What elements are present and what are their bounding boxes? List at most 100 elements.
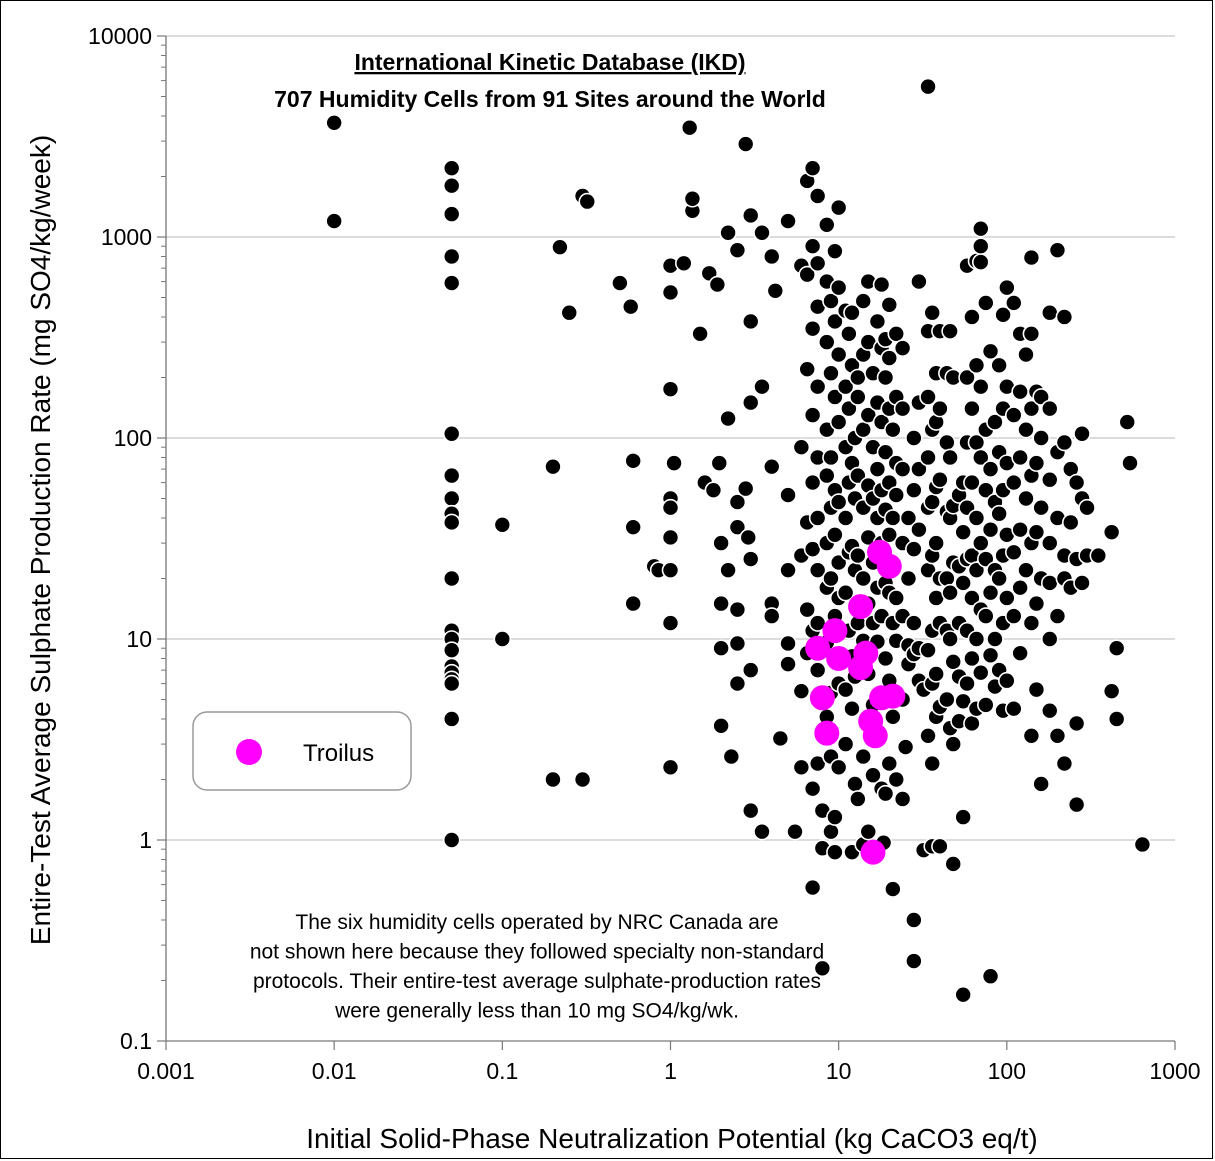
data-point [1017,345,1035,364]
legend-label-troilus: Troilus [303,740,374,767]
data-point [893,399,912,418]
data-point [728,600,747,619]
data-point [826,388,844,406]
data-point [719,561,737,579]
data-point [880,349,899,367]
data-point [836,509,855,527]
data-point [661,561,680,579]
data-point [1133,835,1152,854]
data-point [493,515,512,534]
data-point [661,614,680,632]
data-point [325,212,343,230]
data-point [822,364,840,383]
data-point [1040,630,1059,648]
data-point [849,546,867,565]
data-point [998,589,1016,607]
data-point [817,466,836,485]
data-point [792,438,811,456]
data-point [719,223,737,242]
data-point [868,312,887,331]
data-point [1032,775,1050,793]
data-point-troilus [848,594,874,620]
data-point [843,303,861,322]
data-point [849,790,867,808]
data-point [876,368,895,387]
data-point [1022,324,1041,343]
data-point [840,324,858,343]
data-point [893,460,912,478]
data-point [1048,607,1067,625]
x-tick-label: 0.1 [486,1058,518,1084]
data-point [884,708,902,726]
data-point [994,306,1012,324]
data-point [442,831,461,849]
data-point [1027,594,1046,613]
data-point [923,754,942,773]
gridlines [166,35,1175,841]
data-point [927,665,945,683]
data-point [941,322,959,340]
data-point [741,550,760,568]
data-point [849,368,867,387]
data-point [986,413,1004,431]
data-point [1040,701,1059,720]
data-point [1067,714,1086,733]
data-point [708,275,727,294]
data-point [661,528,680,547]
data-point [1011,448,1029,467]
data-point [923,303,942,322]
data-point [822,292,840,310]
data-point [986,630,1004,648]
data-point [728,674,747,693]
data-point [905,429,923,447]
data-point [963,649,981,668]
data-point [944,735,963,753]
data-point [661,758,680,777]
data-point [887,770,906,789]
data-point-troilus [862,723,888,749]
data-point [325,113,343,132]
data-point [919,726,937,745]
data-point [1040,534,1059,552]
data-point [876,649,895,668]
data-point [786,822,804,841]
data-point [1055,754,1074,773]
data-point [1067,473,1086,492]
data-point [817,215,836,234]
data-point [822,822,840,841]
data-point [493,630,512,648]
y-tick-label: 10 [126,626,152,652]
data-point-troilus [876,553,902,579]
data-point [941,630,959,648]
data-point [971,663,990,682]
data-point [798,265,817,284]
data-point [560,303,579,322]
data-point [977,481,995,499]
data-point [931,470,949,489]
data-point-troilus [880,683,906,709]
data-point [822,448,840,467]
data-point [442,513,461,532]
x-tick-label: 10 [826,1058,852,1084]
data-point [954,523,972,541]
data-point [442,247,461,266]
data-point [779,655,797,673]
data-point [792,758,811,777]
data-point [1022,614,1041,632]
data-point [736,479,755,498]
data-point [826,312,844,331]
data-point [919,388,937,406]
data-point [854,420,873,439]
legend-marker-troilus [236,739,262,765]
data-point [803,473,822,492]
data-point [1073,424,1091,443]
data-point [843,699,861,718]
data-point [826,525,844,544]
data-point [1017,561,1035,579]
data-point [1107,639,1126,657]
legend-box [192,711,412,791]
data-point [1004,406,1023,424]
data-point [822,569,840,588]
data-point [1073,574,1091,592]
data-point [990,504,1008,523]
